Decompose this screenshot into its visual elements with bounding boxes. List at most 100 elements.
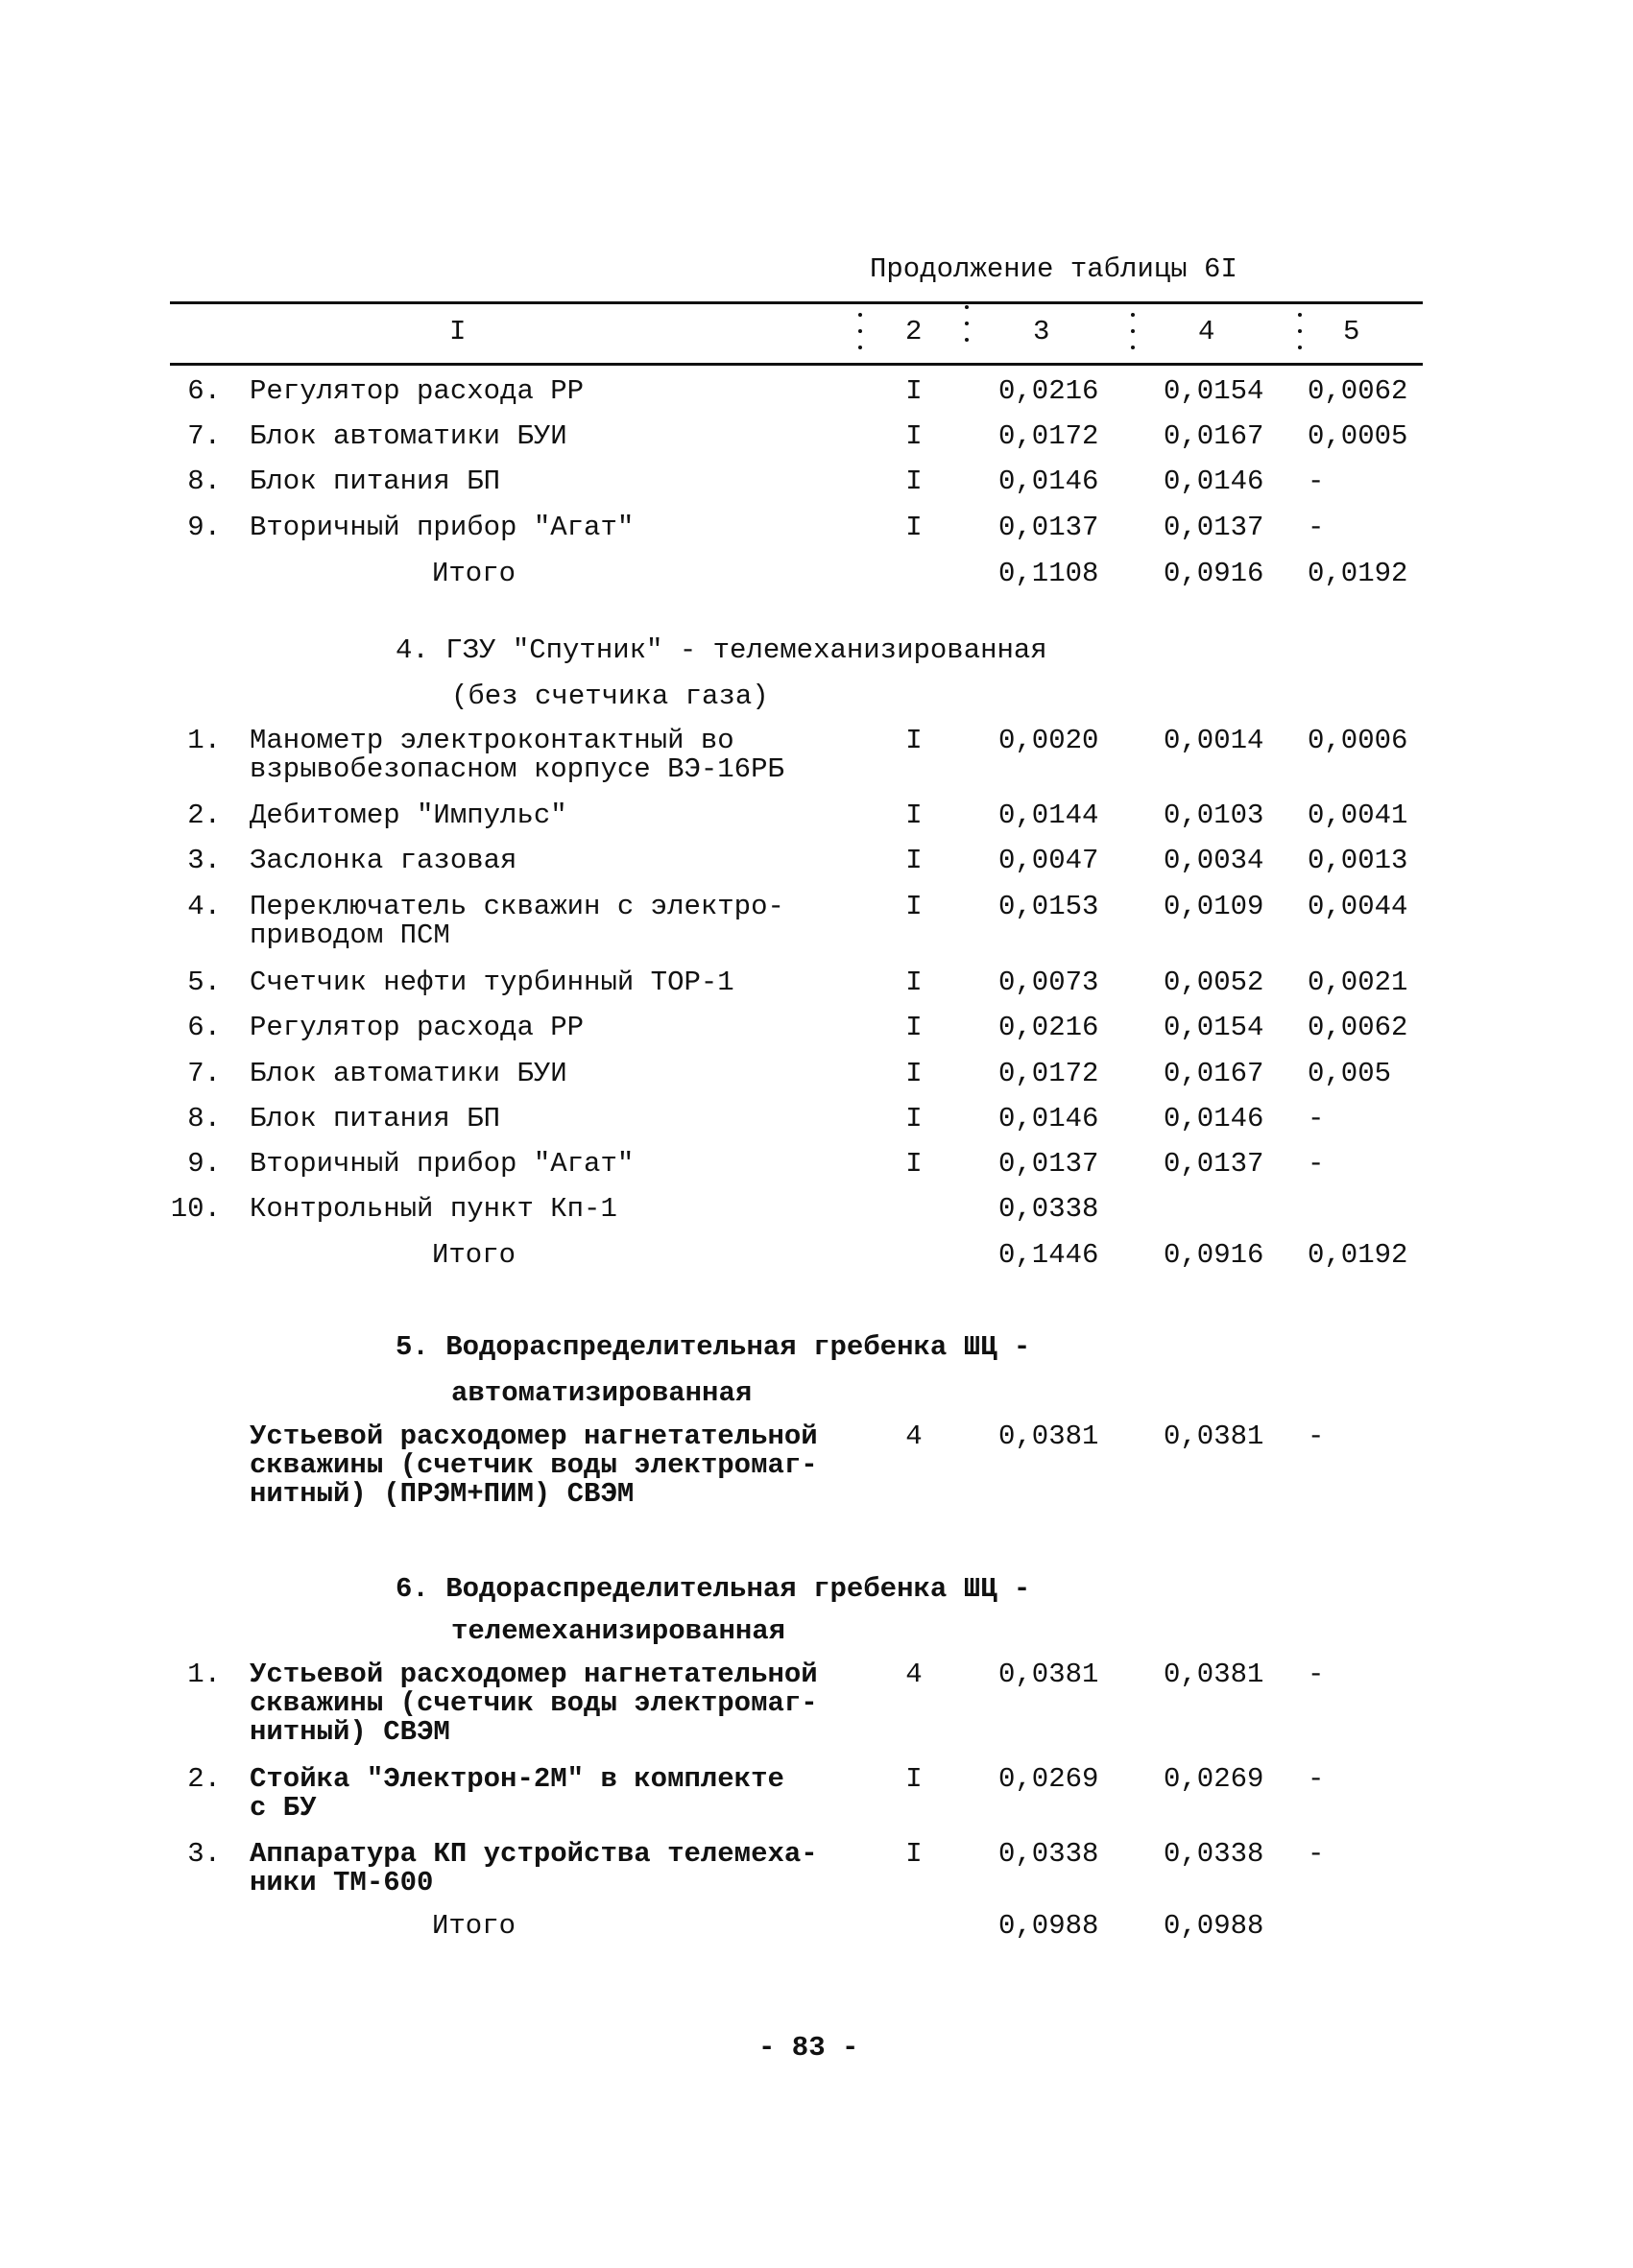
- col5-value: -: [1308, 1659, 1325, 1690]
- row-number: 2.: [187, 800, 221, 831]
- col5-value: 0,0005: [1308, 420, 1408, 452]
- total-label: Итого: [432, 558, 516, 589]
- col4-value: 0,0146: [1164, 466, 1264, 497]
- row-name-line: Устьевой расходомер нагнетательной: [250, 1420, 818, 1452]
- quantity-cell: 4: [905, 1420, 923, 1452]
- row-number: 8.: [187, 466, 221, 497]
- row-number: 4.: [187, 891, 221, 922]
- row-number: 6.: [187, 1012, 221, 1043]
- row-name: Вторичный прибор "Агат": [250, 1149, 634, 1179]
- col5-value: 0,0062: [1308, 375, 1408, 407]
- col3-value: 0,0269: [998, 1763, 1099, 1795]
- row-name: Счетчик нефти турбинный ТОР-1: [250, 967, 734, 997]
- quantity-cell: I: [905, 845, 923, 876]
- column-separator: [858, 313, 862, 362]
- row-number: 7.: [187, 1058, 221, 1089]
- row-name-line: Аппаратура КП устройства телемеха-: [250, 1838, 818, 1870]
- col5-value: 0,0041: [1308, 800, 1408, 831]
- row-number: 3.: [187, 845, 221, 876]
- row-name: Контрольный пункт Кп-1: [250, 1194, 617, 1224]
- total-label: Итого: [432, 1239, 516, 1271]
- row-number: 7.: [187, 420, 221, 452]
- row-name-line: Переключатель скважин с электро-: [250, 891, 784, 922]
- total-col3: 0,0988: [998, 1910, 1099, 1942]
- quantity-cell: I: [905, 967, 923, 998]
- col4-value: 0,0103: [1164, 800, 1264, 831]
- quantity-cell: I: [905, 1148, 923, 1180]
- col3-value: 0,0216: [998, 375, 1099, 407]
- col3-value: 0,0338: [998, 1193, 1099, 1225]
- row-name-line: Устьевой расходомер нагнетательной: [250, 1659, 818, 1690]
- row-name-line: Стойка "Электрон-2М" в комплекте: [250, 1763, 784, 1795]
- col3-value: 0,0381: [998, 1420, 1099, 1452]
- col5-value: -: [1308, 512, 1325, 543]
- col5-value: 0,005: [1308, 1058, 1392, 1089]
- col4-value: 0,0381: [1164, 1420, 1264, 1452]
- total-label: Итого: [432, 1910, 516, 1942]
- col4-value: 0,0034: [1164, 845, 1264, 876]
- quantity-cell: I: [905, 725, 923, 756]
- header-col-2: 2: [905, 316, 923, 347]
- col3-value: 0,0047: [998, 845, 1099, 876]
- col4-value: 0,0146: [1164, 1103, 1264, 1134]
- row-name-line: Блок автоматики БУИ: [250, 1058, 567, 1089]
- section-heading: телемеханизированная: [451, 1615, 786, 1647]
- row-name-line: Счетчик нефти турбинный ТОР-1: [250, 967, 734, 998]
- col3-value: 0,0381: [998, 1659, 1099, 1690]
- row-name-line: скважины (счетчик воды электромаг-: [250, 1449, 818, 1481]
- quantity-cell: I: [905, 1012, 923, 1043]
- row-name: Устьевой расходомер нагнетательной скважи…: [250, 1659, 818, 1747]
- row-name-line: приводом ПСМ: [250, 919, 450, 951]
- row-number: 8.: [187, 1103, 221, 1134]
- header-top-rule: [170, 301, 1423, 304]
- col5-value: -: [1308, 1763, 1325, 1795]
- col3-value: 0,0144: [998, 800, 1099, 831]
- col3-value: 0,0146: [998, 1103, 1099, 1134]
- row-name-line: взрывобезопасном корпусе ВЭ-16РБ: [250, 753, 784, 785]
- total-col4: 0,0988: [1164, 1910, 1264, 1942]
- row-number: 10.: [170, 1193, 221, 1225]
- total-col3: 0,1446: [998, 1239, 1099, 1271]
- col5-value: 0,0013: [1308, 845, 1408, 876]
- row-name-line: нитный) (ПРЭМ+ПИМ) СВЭМ: [250, 1478, 635, 1510]
- row-name: Переключатель скважин с электро-приводом…: [250, 892, 784, 950]
- col3-value: 0,0020: [998, 725, 1099, 756]
- row-name-line: Манометр электроконтактный во: [250, 725, 734, 756]
- quantity-cell: I: [905, 375, 923, 407]
- row-name-line: Регулятор расхода РР: [250, 375, 585, 407]
- col3-value: 0,0172: [998, 420, 1099, 452]
- col5-value: -: [1308, 1148, 1325, 1180]
- column-separator: [1131, 313, 1135, 362]
- col4-value: 0,0014: [1164, 725, 1264, 756]
- row-name-line: с БУ: [250, 1792, 317, 1824]
- row-name: Дебитомер "Импульс": [250, 800, 567, 830]
- col4-value: 0,0167: [1164, 420, 1264, 452]
- total-col5: 0,0192: [1308, 558, 1408, 589]
- section-heading: автоматизированная: [451, 1377, 753, 1409]
- row-name-line: скважины (счетчик воды электромаг-: [250, 1687, 818, 1719]
- total-col4: 0,0916: [1164, 1239, 1264, 1271]
- row-name: Блок питания БП: [250, 466, 500, 496]
- row-name-line: Контрольный пункт Кп-1: [250, 1193, 617, 1225]
- row-name-line: Блок питания БП: [250, 1103, 501, 1134]
- col5-value: 0,0006: [1308, 725, 1408, 756]
- row-number: 2.: [187, 1763, 221, 1795]
- row-name-line: Дебитомер "Импульс": [250, 800, 567, 831]
- col5-value: -: [1308, 1420, 1325, 1452]
- quantity-cell: I: [905, 466, 923, 497]
- col4-value: 0,0109: [1164, 891, 1264, 922]
- row-name: Блок автоматики БУИ: [250, 1059, 567, 1088]
- section-heading: (без счетчика газа): [451, 680, 769, 712]
- col4-value: 0,0338: [1164, 1838, 1264, 1870]
- col5-value: -: [1308, 466, 1325, 497]
- table-caption: Продолжение таблицы 6I: [870, 253, 1237, 285]
- row-name: Блок автоматики БУИ: [250, 421, 567, 451]
- col3-value: 0,0073: [998, 967, 1099, 998]
- col4-value: 0,0269: [1164, 1763, 1264, 1795]
- header-col-1: I: [449, 316, 467, 347]
- row-name: Заслонка газовая: [250, 846, 516, 875]
- row-name: Блок питания БП: [250, 1104, 500, 1134]
- row-number: 6.: [187, 375, 221, 407]
- row-name-line: ники ТМ-600: [250, 1867, 434, 1898]
- row-name-line: Блок питания БП: [250, 466, 501, 497]
